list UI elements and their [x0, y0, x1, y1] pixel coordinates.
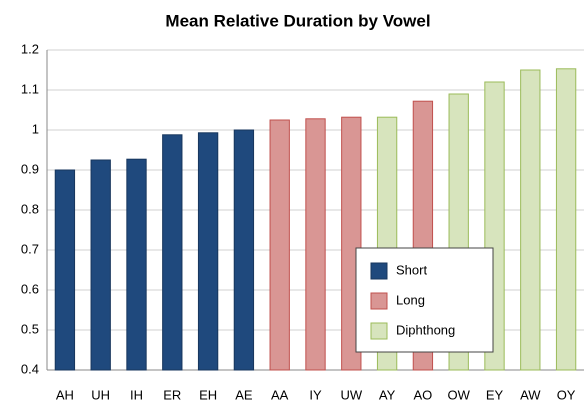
x-tick-label: AO [414, 387, 433, 402]
x-tick-label: EH [199, 387, 217, 402]
x-tick-label: UH [91, 387, 110, 402]
x-tick-label: OW [448, 387, 471, 402]
x-tick-label: AY [379, 387, 396, 402]
x-tick-label: AE [235, 387, 253, 402]
x-tick-label: AA [271, 387, 289, 402]
y-tick-label: 0.8 [21, 201, 39, 216]
y-tick-label: 0.7 [21, 241, 39, 256]
legend-label: Short [396, 262, 427, 277]
legend-swatch [370, 292, 388, 310]
x-tick-label: IH [130, 387, 143, 402]
bar [520, 69, 541, 371]
bar [197, 132, 219, 371]
bar [269, 119, 290, 371]
bar [54, 169, 76, 371]
y-tick-label: 0.5 [21, 321, 39, 336]
legend-swatch [370, 262, 388, 280]
x-tick-label: UW [340, 387, 362, 402]
x-tick-label: IY [309, 387, 322, 402]
y-tick-label: 0.9 [21, 161, 39, 176]
legend-label: Diphthong [396, 322, 455, 337]
x-tick-label: EY [486, 387, 504, 402]
chart-title: Mean Relative Duration by Vowel [165, 11, 430, 30]
bar [555, 68, 577, 371]
bar [90, 159, 111, 371]
y-tick-label: 0.4 [21, 361, 39, 376]
y-tick-label: 1.2 [21, 41, 39, 56]
legend-swatch [370, 322, 388, 340]
bar [126, 158, 147, 371]
x-tick-label: AH [56, 387, 74, 402]
y-tick-label: 1.1 [21, 81, 39, 96]
x-tick-label: AW [520, 387, 541, 402]
x-tick-label: OY [557, 387, 576, 402]
y-tick-label: 0.6 [21, 281, 39, 296]
bar [162, 134, 183, 371]
legend-label: Long [396, 292, 425, 307]
y-tick-label: 1 [32, 121, 39, 136]
bar [233, 129, 255, 371]
x-tick-label: ER [163, 387, 181, 402]
bar [305, 118, 326, 371]
